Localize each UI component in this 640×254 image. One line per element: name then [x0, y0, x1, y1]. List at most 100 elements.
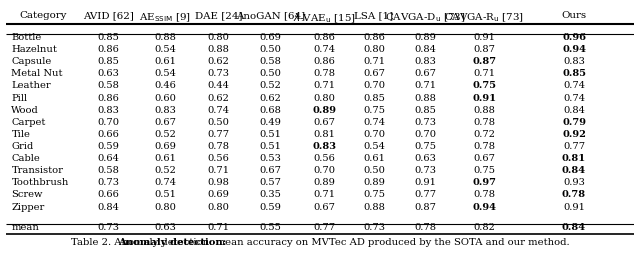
Text: 0.54: 0.54 [363, 141, 385, 150]
Text: 0.84: 0.84 [562, 166, 586, 174]
Text: 0.67: 0.67 [154, 117, 176, 126]
Text: 0.81: 0.81 [562, 154, 586, 163]
Text: CAVGA-D$_\mathsf{u}$ [73]: CAVGA-D$_\mathsf{u}$ [73] [385, 11, 465, 24]
Text: 0.89: 0.89 [415, 33, 436, 42]
Text: 0.62: 0.62 [207, 93, 229, 102]
Text: 0.84: 0.84 [562, 223, 586, 232]
Text: 0.57: 0.57 [259, 178, 281, 187]
Text: DAE [24]: DAE [24] [195, 11, 242, 20]
Text: 0.89: 0.89 [313, 178, 335, 187]
Text: 0.63: 0.63 [415, 154, 436, 163]
Text: 0.70: 0.70 [414, 130, 436, 138]
Text: 0.67: 0.67 [414, 69, 436, 78]
Text: 0.88: 0.88 [154, 33, 176, 42]
Text: 0.51: 0.51 [259, 141, 281, 150]
Text: 0.44: 0.44 [207, 81, 229, 90]
Text: 0.63: 0.63 [98, 69, 120, 78]
Text: 0.69: 0.69 [207, 190, 229, 199]
Text: 0.75: 0.75 [414, 141, 436, 150]
Text: 0.84: 0.84 [415, 45, 436, 54]
Text: 0.77: 0.77 [207, 130, 230, 138]
Text: 0.61: 0.61 [154, 57, 176, 66]
Text: 0.49: 0.49 [259, 117, 281, 126]
Text: Anomaly detection:: Anomaly detection: [6, 237, 115, 246]
Text: 0.77: 0.77 [563, 141, 585, 150]
Text: 0.52: 0.52 [259, 81, 281, 90]
Text: 0.88: 0.88 [415, 93, 436, 102]
Text: Capsule: Capsule [12, 57, 52, 66]
Text: 0.70: 0.70 [363, 81, 385, 90]
Text: Table 2. Anomaly detection: mean accuracy on MVTec AD produced by the SOTA and o: Table 2. Anomaly detection: mean accurac… [70, 237, 570, 246]
Text: 0.54: 0.54 [154, 69, 176, 78]
Text: 0.74: 0.74 [313, 45, 335, 54]
Text: 0.97: 0.97 [472, 178, 497, 187]
Text: Carpet: Carpet [12, 117, 46, 126]
Text: 0.78: 0.78 [474, 141, 495, 150]
Text: Table 2. Anomaly detection: mean accuracy on MVTec AD produced by the SOTA and o: Table 2. Anomaly detection: mean accurac… [6, 237, 505, 246]
Text: 0.91: 0.91 [563, 202, 585, 211]
Text: 0.78: 0.78 [562, 190, 586, 199]
Text: 0.89: 0.89 [363, 178, 385, 187]
Text: 0.88: 0.88 [363, 202, 385, 211]
Text: 0.73: 0.73 [207, 69, 229, 78]
Text: Zipper: Zipper [12, 202, 45, 211]
Text: 0.66: 0.66 [98, 130, 120, 138]
Text: 0.78: 0.78 [474, 190, 495, 199]
Text: Leather: Leather [12, 81, 51, 90]
Text: 0.46: 0.46 [154, 81, 176, 90]
Text: 0.75: 0.75 [363, 190, 385, 199]
Text: 0.94: 0.94 [562, 45, 586, 54]
Text: 0.58: 0.58 [98, 166, 120, 174]
Text: 0.86: 0.86 [363, 33, 385, 42]
Text: 0.84: 0.84 [98, 202, 120, 211]
Text: 0.73: 0.73 [98, 178, 120, 187]
Text: 0.73: 0.73 [414, 166, 436, 174]
Text: 0.50: 0.50 [363, 166, 385, 174]
Text: 0.62: 0.62 [259, 93, 281, 102]
Text: 0.66: 0.66 [98, 190, 120, 199]
Text: 0.80: 0.80 [363, 45, 385, 54]
Text: 0.74: 0.74 [563, 81, 585, 90]
Text: 0.81: 0.81 [313, 130, 335, 138]
Text: Anomaly detection:: Anomaly detection: [118, 237, 227, 246]
Text: 0.68: 0.68 [259, 105, 281, 114]
Text: 0.74: 0.74 [154, 178, 176, 187]
Text: 0.89: 0.89 [312, 105, 336, 114]
Text: $\lambda$-VAE$_\mathsf{u}$ [15]: $\lambda$-VAE$_\mathsf{u}$ [15] [292, 11, 355, 25]
Text: 0.73: 0.73 [414, 117, 436, 126]
Text: 0.67: 0.67 [313, 202, 335, 211]
Text: 0.82: 0.82 [474, 223, 495, 232]
Text: Table 2.: Table 2. [6, 237, 50, 246]
Text: Ours: Ours [561, 11, 587, 20]
Text: 0.70: 0.70 [98, 117, 120, 126]
Text: 0.87: 0.87 [472, 57, 497, 66]
Text: 0.67: 0.67 [259, 166, 281, 174]
Text: 0.87: 0.87 [474, 45, 495, 54]
Text: 0.77: 0.77 [414, 190, 436, 199]
Text: 0.59: 0.59 [259, 202, 281, 211]
Text: Bottle: Bottle [12, 33, 42, 42]
Text: 0.67: 0.67 [363, 69, 385, 78]
Text: Tile: Tile [12, 130, 30, 138]
Text: 0.61: 0.61 [363, 154, 385, 163]
Text: 0.74: 0.74 [363, 117, 385, 126]
Text: 0.83: 0.83 [563, 57, 585, 66]
Text: 0.69: 0.69 [154, 141, 176, 150]
Text: 0.80: 0.80 [154, 202, 176, 211]
Text: 0.71: 0.71 [473, 69, 495, 78]
Text: Wood: Wood [12, 105, 39, 114]
Text: 0.51: 0.51 [259, 130, 281, 138]
Text: 0.85: 0.85 [98, 33, 120, 42]
Text: 0.54: 0.54 [154, 45, 176, 54]
Text: 0.69: 0.69 [259, 33, 281, 42]
Text: AnoGAN [64]: AnoGAN [64] [236, 11, 305, 20]
Text: 0.74: 0.74 [207, 105, 229, 114]
Text: 0.85: 0.85 [415, 105, 436, 114]
Text: 0.53: 0.53 [259, 154, 281, 163]
Text: 0.94: 0.94 [472, 202, 497, 211]
Text: 0.56: 0.56 [207, 154, 229, 163]
Text: Screw: Screw [12, 190, 43, 199]
Text: 0.55: 0.55 [259, 223, 281, 232]
Text: 0.88: 0.88 [474, 105, 495, 114]
Text: 0.75: 0.75 [363, 105, 385, 114]
